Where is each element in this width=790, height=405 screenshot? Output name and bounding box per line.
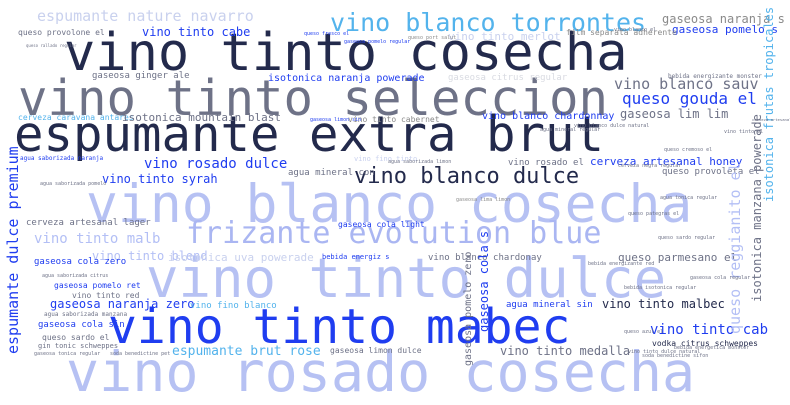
word-gaseosa-cola-s: gaseosa cola s bbox=[477, 230, 491, 332]
word-gaseosa-pomelo-s: gaseosa pomelo s bbox=[672, 23, 778, 36]
word-vino-tinto-red: vino tinto red bbox=[72, 291, 140, 300]
word-espumante-extra-brut: espumante extra brut bbox=[14, 106, 605, 163]
word-gaseosa-pomelo-ret: gaseosa pomelo ret bbox=[54, 281, 141, 290]
word-bebida-energiz-s: bebida energiz s bbox=[322, 253, 390, 261]
word-gaseosa-limon-sin: gaseosa limon sin bbox=[310, 117, 362, 123]
word-vino-blanco-sauv: vino blanco sauv bbox=[614, 75, 759, 93]
word-agua-saborizada-naranja: agua saborizada naranja bbox=[20, 155, 104, 162]
word-vino-tinto-malb: vino tinto malb bbox=[34, 231, 161, 247]
word-gaseosa-pomelo-zero: gaseosa pomelo zero bbox=[463, 251, 474, 366]
word-espumante-dulce-premium: espumante dulce premium bbox=[4, 146, 22, 354]
word-gaseosa-citrus-regular: gaseosa citrus regular bbox=[448, 73, 568, 83]
word-vino-blanco-chardonnay: vino blanco chardonnay bbox=[482, 111, 615, 122]
word-queso-pategras-el: queso pategras el bbox=[628, 211, 680, 217]
word-agua-mineral-sin: agua mineral sin bbox=[506, 300, 593, 310]
word-vino-tinto-cabernet: vino tinto cabernet bbox=[348, 115, 440, 124]
word-soda-benedictine-sifon: soda benedictine sifon bbox=[642, 353, 709, 359]
word-vino-tinto-malbec: vino tinto malbec bbox=[602, 297, 725, 311]
word-gaseosa-naranja-zero: gaseosa naranja zero bbox=[50, 297, 195, 311]
word-vino-blanco-cosecha: vino blanco cosecha bbox=[86, 174, 693, 235]
word-agua-saborizada-pomelo: agua saborizada pomelo bbox=[40, 181, 107, 187]
word-vino-fino-blanco: vino fino blanco bbox=[190, 301, 277, 311]
word-espumante-nature-navarro: espumante nature navarro bbox=[37, 7, 254, 25]
word-vino-tinto-blend: vino tinto blend bbox=[92, 249, 208, 263]
word-cerveza-negra-regular: cerveza negra regular bbox=[618, 163, 682, 169]
word-queso-port-salut: queso port salut bbox=[408, 35, 457, 41]
word-queso-reggianito-el: queso reggianito el bbox=[726, 162, 744, 334]
word-vino-tinto-seleccion: vino tinto seleccion bbox=[18, 70, 609, 127]
word-bebida-energetica-monster: bebida energetica monster bbox=[674, 345, 750, 351]
word-vino-tinto-el: vino tinto el bbox=[724, 129, 764, 135]
word-queso-provoleta-el: queso provoleta el bbox=[662, 167, 760, 177]
word-queso-sardo-el: queso sardo el bbox=[42, 333, 110, 342]
word-vino-tinto-cosecha: vino tinto cosecha bbox=[64, 23, 628, 83]
word-vino-rosado-el: vino rosado el bbox=[508, 158, 584, 168]
word-agua-mineral-regular: agua mineral regular bbox=[540, 127, 601, 133]
word-isotonica-naranja-powerade: isotonica naranja powerade bbox=[268, 73, 425, 84]
word-gaseosa-lim-lim: gaseosa lim lim bbox=[620, 107, 729, 121]
word-agua-saborizada-manzana: agua saborizada manzana bbox=[44, 311, 128, 318]
word-vino-blanco-el: vino blanco el bbox=[614, 27, 657, 33]
word-agua-saborizada-citrus: agua saborizada citrus bbox=[42, 273, 109, 279]
word-bebida-energizante-red: bebida energizante red bbox=[588, 261, 655, 267]
word-agua-mineral-con: agua mineral con bbox=[288, 168, 375, 178]
word-cerveza-artesanal-lager: cerveza artesanal lager bbox=[26, 218, 151, 228]
word-vino-blanco-dulce-natural: vino blanco dulce natural bbox=[574, 123, 650, 129]
word-isotonica-manzana-powerade: isotonica manzana powerade bbox=[750, 114, 764, 302]
word-soda-benedictine-pet: soda benedictine pet bbox=[110, 351, 171, 357]
word-cerveza-artesanal-honey: cerveza artesanal honey bbox=[590, 155, 743, 168]
word-agua-tonica-regular: agua tonica regular bbox=[660, 195, 718, 201]
word-agua-saborizada-limon: agua saborizada limon bbox=[388, 159, 452, 165]
word-vodka-citrus-schweppes: vodka citrus schweppes bbox=[652, 339, 758, 348]
word-gaseosa-pomelo-regular: gaseosa pomelo regular bbox=[344, 39, 411, 45]
word-vino-fino-tinto: vino fino tinto bbox=[354, 155, 418, 163]
word-gaseosa-tonica-regular: gaseosa tonica regular bbox=[34, 351, 101, 357]
word-bebida-isotonica-regular: bebida isotonica regular bbox=[624, 285, 697, 291]
word-queso-rallado-regular: queso rallado regular bbox=[26, 43, 77, 48]
word-isotonica-mountain-blast: isotonica mountain blast bbox=[122, 111, 281, 124]
word-gaseosa-limon-dulce: gaseosa limon dulce bbox=[330, 346, 422, 355]
word-vino-rosado-cosecha: vino rosado cosecha bbox=[66, 340, 696, 404]
word-gaseosa-ginger-ale: gaseosa ginger ale bbox=[92, 71, 190, 81]
word-vino-tinto-dulce: vino tinto dulce bbox=[146, 247, 667, 310]
word-vino-tinto-cab: vino tinto cab bbox=[650, 322, 769, 338]
word-vino-tinto-dulce-natural: vino tinto dulce natural bbox=[628, 349, 701, 355]
word-vino-blanco-chardonay: vino blanco chardonay bbox=[428, 253, 542, 263]
word-vino-blanco-torrontes: vino blanco torrontes bbox=[330, 8, 647, 37]
word-vino-tinto-cabe: vino tinto cabe bbox=[142, 25, 251, 39]
word-queso-gouda-el: queso gouda el bbox=[622, 89, 757, 108]
word-gaseosa-cola-zero: gaseosa cola zero bbox=[34, 257, 127, 267]
word-vino-tinto-medalla: vino tinto medalla bbox=[500, 344, 631, 358]
word-gin-tonic-schweppes: gin tonic schweppes bbox=[38, 342, 119, 350]
word-vino-tinto-mabec: vino tinto mabec bbox=[108, 299, 571, 355]
word-queso-parmesano-el: queso parmesano el bbox=[618, 251, 738, 264]
word-bebida-energizante-monster: bebida energizante monster bbox=[668, 73, 762, 80]
word-gaseosa-lima-limon: gaseosa lima limon bbox=[456, 197, 511, 203]
word-queso-fresco-el: queso fresco el bbox=[304, 31, 350, 37]
word-queso-cremoso-el: queso cremoso el bbox=[664, 147, 713, 153]
word-gaseosa-cola-light: gaseosa cola light bbox=[338, 220, 425, 229]
word-film-separata-adherente: film separata adherente bbox=[566, 28, 677, 37]
word-isotonica-uva-powerade: isotonica uva powerade bbox=[168, 251, 314, 264]
word-queso-sardo-regular: queso sardo regular bbox=[658, 235, 716, 241]
word-vino-blanco-dulce: vino blanco dulce bbox=[354, 164, 580, 189]
word-vino-rosado-dulce: vino rosado dulce bbox=[144, 156, 288, 172]
word-queso-azul-el: queso azul el bbox=[624, 329, 664, 335]
word-queso-provolone-el: queso provolone el bbox=[18, 28, 105, 37]
word-gaseosa-cola-sin: gaseosa cola sin bbox=[38, 320, 125, 330]
word-espumante-brut-rose: espumante brut rose bbox=[172, 344, 321, 359]
word-cerveza-artesanal-red: cerveza artesanal red bbox=[752, 117, 790, 122]
word-vino-tinto-merlot: vino tinto merlot bbox=[448, 30, 561, 43]
word-isotonica-frutas-tropicales: isotonica frutas tropicales bbox=[762, 6, 776, 202]
word-gaseosa-naranja-s: gaseosa naranja s bbox=[662, 12, 785, 26]
word-frizante-evolution-blue: frizante evolution blue bbox=[186, 216, 602, 251]
word-vino-tinto-syrah: vino tinto syrah bbox=[102, 172, 218, 186]
word-cerveza-caravana-antares: cerveza caravana antares bbox=[18, 113, 134, 122]
word-gaseosa-cola-regular: gaseosa cola regular bbox=[690, 275, 751, 281]
